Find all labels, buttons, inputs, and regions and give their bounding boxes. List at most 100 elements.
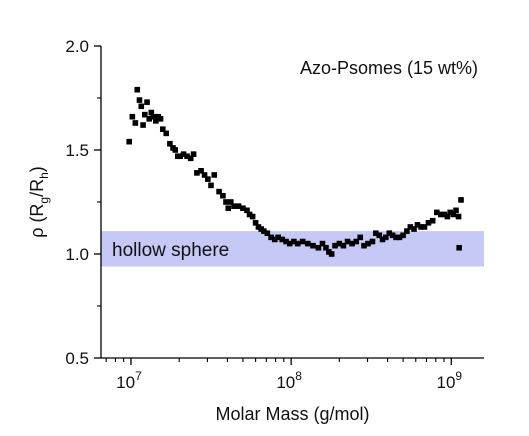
x-tick-label: 107 <box>116 369 142 392</box>
data-point <box>379 236 386 243</box>
data-point <box>205 176 211 182</box>
data-point <box>386 230 393 236</box>
data-point <box>373 230 379 236</box>
data-point <box>148 109 155 116</box>
data-point <box>291 238 297 245</box>
x-tick-label: 109 <box>437 369 463 392</box>
x-tick-label: 108 <box>276 369 302 392</box>
data-point <box>455 213 462 220</box>
chart-annotation: Azo-Psomes (15 wt%) <box>300 58 478 78</box>
data-point <box>132 120 139 126</box>
data-point <box>268 234 274 241</box>
data-point <box>279 236 286 243</box>
data-point <box>129 113 136 120</box>
data-point <box>332 242 338 249</box>
data-point <box>153 118 159 124</box>
data-point <box>159 126 166 132</box>
data-point <box>389 232 396 239</box>
data-point <box>414 222 421 228</box>
data-point <box>190 151 197 157</box>
data-point <box>353 238 360 245</box>
axis-ticks: 0.5 1.0 1.5 2.0 107 108 109 <box>65 37 462 392</box>
data-point <box>404 228 410 234</box>
data-point <box>246 211 253 218</box>
data-point <box>194 170 200 176</box>
data-point <box>299 238 306 245</box>
data-point <box>315 244 322 251</box>
data-point <box>294 240 301 247</box>
data-point <box>177 153 184 160</box>
data-point <box>271 236 278 243</box>
data-point <box>456 244 462 251</box>
data-point <box>393 234 399 241</box>
data-point <box>418 224 424 230</box>
y-label-end: ) <box>27 166 47 172</box>
data-point <box>304 240 311 247</box>
data-point <box>421 224 428 230</box>
data-point <box>400 232 406 239</box>
data-point <box>163 130 170 137</box>
data-point <box>349 240 355 247</box>
data-point <box>407 224 414 230</box>
data-point <box>275 234 281 241</box>
data-point <box>249 213 256 220</box>
data-point <box>328 251 335 257</box>
data-point <box>126 138 133 145</box>
data-point <box>231 203 237 209</box>
y-tick-label: 1.5 <box>65 141 89 160</box>
data-point <box>184 153 190 160</box>
data-point <box>138 103 145 110</box>
data-point <box>357 234 364 241</box>
band-label: hollow sphere <box>112 240 229 261</box>
data-point <box>187 155 194 162</box>
data-point <box>396 234 403 241</box>
data-point <box>136 97 143 103</box>
data-point <box>146 116 153 122</box>
data-point <box>150 113 157 120</box>
data-point <box>361 242 367 249</box>
data-point <box>453 207 459 214</box>
data-point <box>208 182 214 189</box>
data-point <box>144 99 150 105</box>
data-point <box>157 116 164 122</box>
y-tick-label: 1.0 <box>65 245 89 264</box>
data-point <box>134 86 141 93</box>
data-point <box>283 238 289 245</box>
data-point <box>235 203 242 209</box>
data-point <box>140 122 146 128</box>
data-point <box>244 207 250 214</box>
data-point <box>450 211 457 218</box>
data-point <box>180 151 187 157</box>
data-point <box>286 240 293 247</box>
data-point <box>141 111 148 118</box>
data-points <box>126 86 464 257</box>
data-point <box>376 232 383 239</box>
data-point <box>225 205 232 212</box>
data-point <box>458 197 464 203</box>
data-point <box>336 240 343 247</box>
y-label-sub-h: h <box>37 172 51 179</box>
y-axis-label: ρ (Rg/Rh) <box>27 166 51 238</box>
y-label-mid: /R <box>27 179 47 197</box>
y-label-main: ρ (R <box>27 204 47 238</box>
data-point <box>365 240 371 247</box>
data-point <box>220 192 226 199</box>
data-point <box>198 168 204 174</box>
data-point <box>434 209 440 216</box>
data-point <box>441 211 448 218</box>
x-axis-label: Molar Mass (g/mol) <box>215 404 369 424</box>
data-point <box>201 172 208 178</box>
data-point <box>260 228 267 234</box>
data-point <box>310 242 316 249</box>
data-point <box>211 172 218 178</box>
data-point <box>252 220 259 226</box>
y-tick-label: 2.0 <box>65 37 89 56</box>
y-tick-label: 0.5 <box>65 349 89 368</box>
data-point <box>411 226 417 232</box>
y-label-sub-g: g <box>37 197 51 204</box>
data-point <box>383 234 389 241</box>
data-point <box>447 209 454 216</box>
data-point <box>425 220 432 226</box>
